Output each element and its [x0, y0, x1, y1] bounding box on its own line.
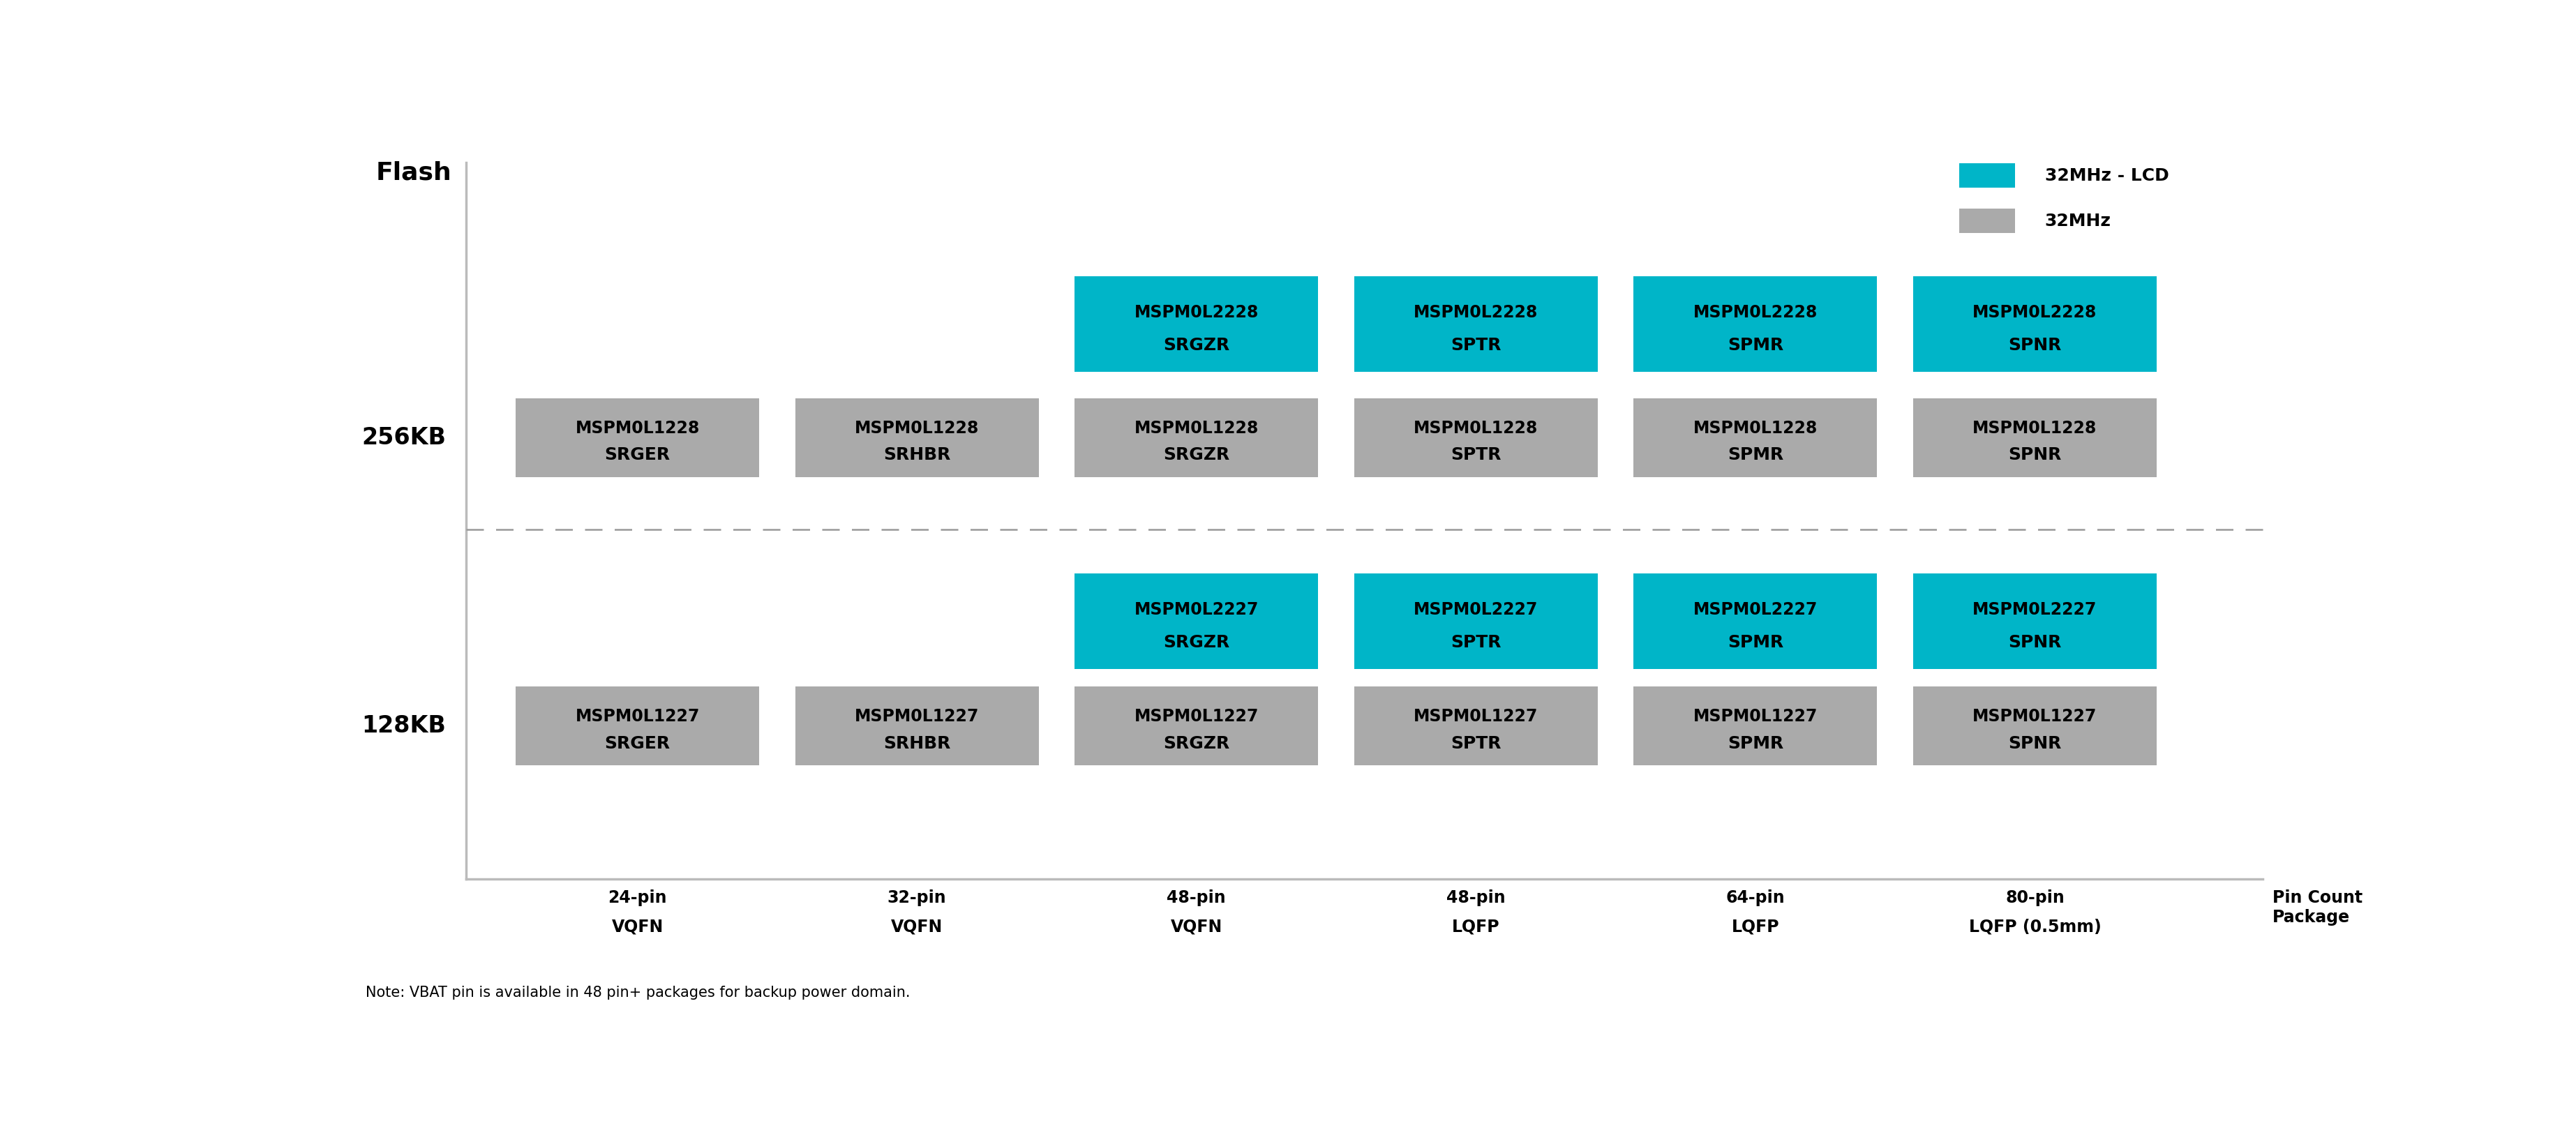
FancyBboxPatch shape — [1633, 573, 1878, 670]
FancyBboxPatch shape — [1355, 573, 1597, 670]
FancyBboxPatch shape — [1958, 163, 2014, 187]
FancyBboxPatch shape — [1914, 398, 2156, 477]
Text: MSPM0L2227: MSPM0L2227 — [1133, 602, 1260, 619]
Text: MSPM0L1228: MSPM0L1228 — [1414, 420, 1538, 437]
Text: MSPM0L1228: MSPM0L1228 — [1973, 420, 2097, 437]
FancyBboxPatch shape — [1958, 209, 2014, 233]
FancyBboxPatch shape — [1355, 276, 1597, 372]
FancyBboxPatch shape — [796, 687, 1038, 765]
FancyBboxPatch shape — [515, 398, 760, 477]
Text: SRGZR: SRGZR — [1164, 337, 1229, 354]
FancyBboxPatch shape — [1633, 687, 1878, 765]
Text: 128KB: 128KB — [361, 715, 446, 738]
FancyBboxPatch shape — [1074, 276, 1319, 372]
Text: SPTR: SPTR — [1450, 634, 1502, 650]
Text: 32MHz: 32MHz — [2045, 212, 2112, 229]
Text: MSPM0L1228: MSPM0L1228 — [855, 420, 979, 437]
Text: MSPM0L2228: MSPM0L2228 — [1692, 304, 1819, 321]
Text: Note: VBAT pin is available in 48 pin+ packages for backup power domain.: Note: VBAT pin is available in 48 pin+ p… — [366, 985, 909, 1000]
Text: MSPM0L2227: MSPM0L2227 — [1692, 602, 1819, 619]
FancyBboxPatch shape — [1074, 398, 1319, 477]
Text: 64-pin: 64-pin — [1726, 890, 1785, 906]
Text: SPNR: SPNR — [2009, 447, 2061, 463]
Text: 48-pin: 48-pin — [1445, 890, 1504, 906]
FancyBboxPatch shape — [1633, 398, 1878, 477]
FancyBboxPatch shape — [1914, 276, 2156, 372]
Text: 48-pin: 48-pin — [1167, 890, 1226, 906]
Text: SRGER: SRGER — [605, 447, 670, 463]
FancyBboxPatch shape — [1074, 687, 1319, 765]
Text: SPMR: SPMR — [1728, 735, 1783, 751]
Text: 80-pin: 80-pin — [2004, 890, 2063, 906]
Text: MSPM0L2227: MSPM0L2227 — [1973, 602, 2097, 619]
Text: SRHBR: SRHBR — [884, 735, 951, 751]
Text: MSPM0L2227: MSPM0L2227 — [1414, 602, 1538, 619]
Text: MSPM0L1227: MSPM0L1227 — [1133, 708, 1260, 725]
Text: Flash: Flash — [376, 161, 451, 184]
Text: MSPM0L1227: MSPM0L1227 — [1692, 708, 1819, 725]
Text: VQFN: VQFN — [611, 918, 665, 935]
FancyBboxPatch shape — [1914, 687, 2156, 765]
Text: SRGZR: SRGZR — [1164, 735, 1229, 751]
Text: LQFP: LQFP — [1731, 918, 1780, 935]
FancyBboxPatch shape — [1355, 398, 1597, 477]
Text: MSPM0L1227: MSPM0L1227 — [1414, 708, 1538, 725]
FancyBboxPatch shape — [1914, 573, 2156, 670]
Text: MSPM0L1228: MSPM0L1228 — [574, 420, 701, 437]
FancyBboxPatch shape — [1633, 276, 1878, 372]
Text: MSPM0L2228: MSPM0L2228 — [1973, 304, 2097, 321]
Text: SPNR: SPNR — [2009, 337, 2061, 354]
Text: 32MHz - LCD: 32MHz - LCD — [2045, 167, 2169, 184]
Text: MSPM0L1227: MSPM0L1227 — [855, 708, 979, 725]
Text: MSPM0L2228: MSPM0L2228 — [1414, 304, 1538, 321]
Text: SPMR: SPMR — [1728, 337, 1783, 354]
Text: SPNR: SPNR — [2009, 735, 2061, 751]
Text: SPTR: SPTR — [1450, 735, 1502, 751]
Text: 24-pin: 24-pin — [608, 890, 667, 906]
Text: Pin Count
Package: Pin Count Package — [2272, 890, 2362, 926]
Text: MSPM0L2228: MSPM0L2228 — [1133, 304, 1260, 321]
Text: SPNR: SPNR — [2009, 634, 2061, 650]
Text: LQFP: LQFP — [1453, 918, 1499, 935]
Text: 256KB: 256KB — [361, 427, 446, 449]
Text: SRGZR: SRGZR — [1164, 634, 1229, 650]
FancyBboxPatch shape — [796, 398, 1038, 477]
FancyBboxPatch shape — [515, 687, 760, 765]
Text: SRGER: SRGER — [605, 735, 670, 751]
Text: VQFN: VQFN — [891, 918, 943, 935]
Text: MSPM0L1227: MSPM0L1227 — [1973, 708, 2097, 725]
Text: MSPM0L1228: MSPM0L1228 — [1133, 420, 1260, 437]
Text: VQFN: VQFN — [1170, 918, 1224, 935]
Text: MSPM0L1228: MSPM0L1228 — [1692, 420, 1819, 437]
FancyBboxPatch shape — [1355, 687, 1597, 765]
Text: 32-pin: 32-pin — [886, 890, 945, 906]
Text: SPTR: SPTR — [1450, 447, 1502, 463]
Text: SPMR: SPMR — [1728, 634, 1783, 650]
Text: SPTR: SPTR — [1450, 337, 1502, 354]
Text: SRGZR: SRGZR — [1164, 447, 1229, 463]
Text: SPMR: SPMR — [1728, 447, 1783, 463]
Text: SRHBR: SRHBR — [884, 447, 951, 463]
FancyBboxPatch shape — [1074, 573, 1319, 670]
Text: MSPM0L1227: MSPM0L1227 — [574, 708, 701, 725]
Text: LQFP (0.5mm): LQFP (0.5mm) — [1968, 918, 2102, 935]
